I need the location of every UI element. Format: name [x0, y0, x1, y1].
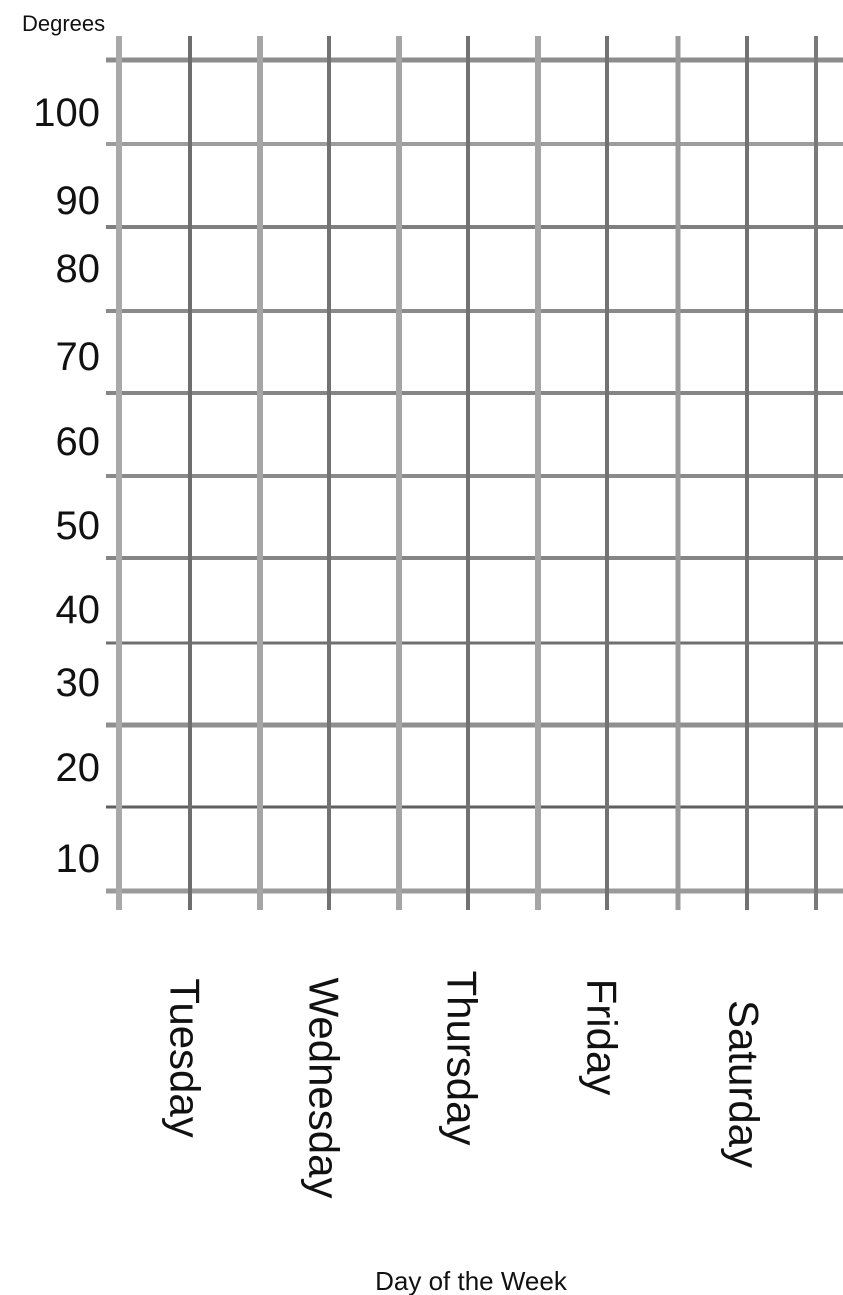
x-tick-label: Wednesday	[301, 977, 348, 1198]
grid-layer	[106, 36, 843, 910]
x-tick-label: Saturday	[721, 1000, 768, 1168]
y-tick-label: 10	[56, 837, 101, 881]
y-tick-label: 70	[56, 335, 101, 379]
y-tick-label: 30	[56, 661, 101, 705]
x-tick-label: Friday	[579, 979, 626, 1096]
y-tick-label: 90	[56, 179, 101, 223]
x-tick-label: Tuesday	[162, 978, 209, 1138]
y-axis-label: Degrees	[22, 11, 105, 36]
y-tick-label: 100	[33, 91, 100, 135]
x-tick-label: Thursday	[439, 970, 486, 1145]
y-tick-label: 60	[56, 420, 101, 464]
x-tick-labels: Tuesday Wednesday Thursday Friday Saturday	[162, 970, 768, 1198]
y-tick-label: 20	[56, 746, 101, 790]
y-tick-label: 80	[56, 247, 101, 291]
y-tick-label: 50	[56, 504, 101, 548]
x-axis-label: Day of the Week	[375, 1266, 568, 1295]
y-tick-label: 40	[56, 588, 101, 632]
y-tick-labels: 10 20 30 40 50 60 70 80 90 100	[33, 91, 100, 881]
